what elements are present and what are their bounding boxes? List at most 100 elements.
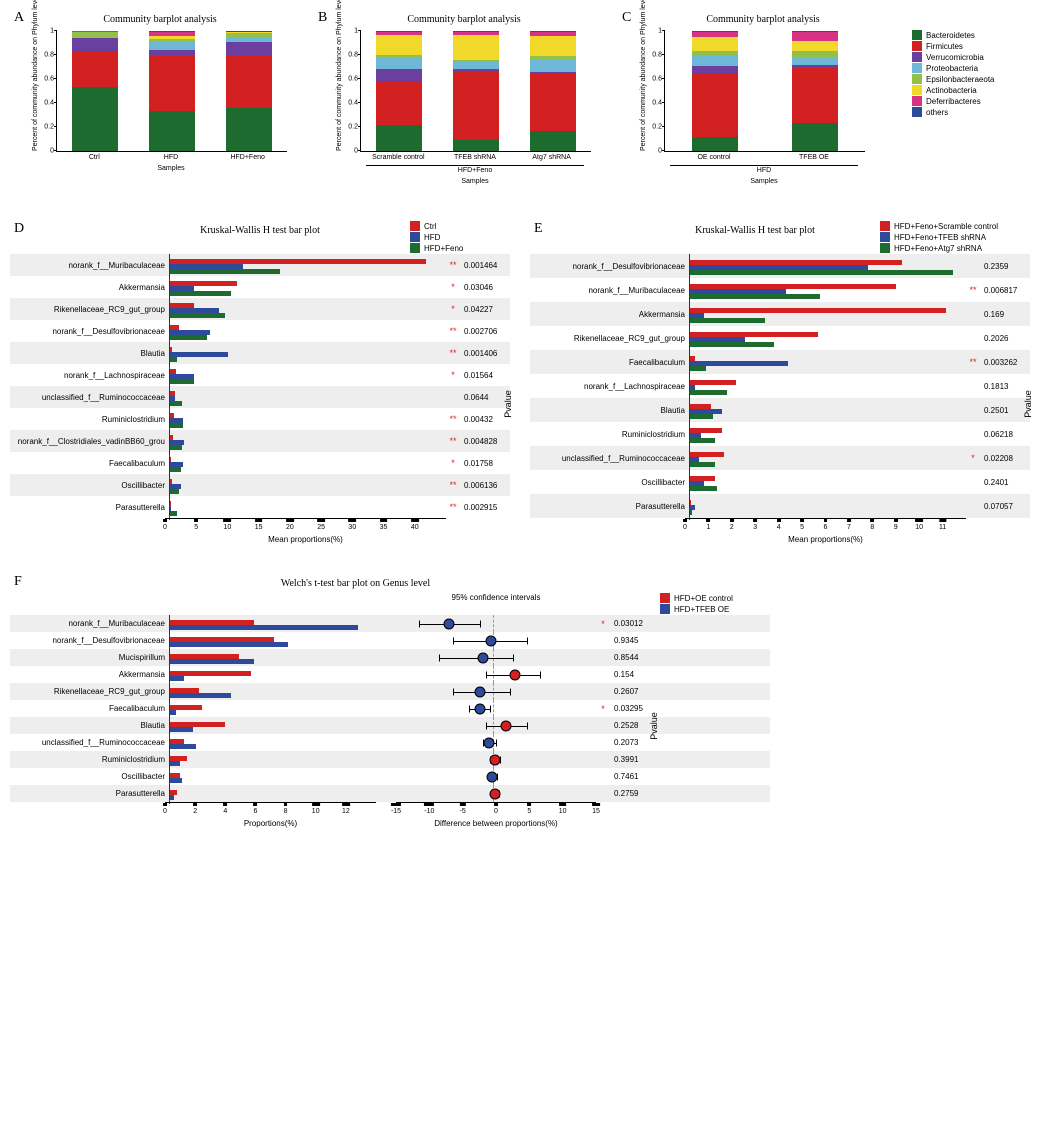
taxon-name: Akkermansia	[10, 276, 169, 298]
hbar-bar	[170, 313, 225, 318]
x-tick: -15	[391, 803, 401, 815]
hbar-bar	[690, 510, 692, 515]
legend-label: Bacteroidetes	[926, 31, 975, 40]
ci-mean-dot	[501, 720, 512, 731]
x-tick: 6	[824, 519, 828, 531]
phylum-legend-item: Proteobacteria	[912, 63, 995, 73]
spacer	[372, 734, 392, 751]
hbar-cell	[689, 254, 964, 280]
group-legend-item: HFD+Feno+Atg7 shRNA	[880, 243, 1030, 253]
x-tick: 12	[342, 803, 350, 815]
ci-cell	[392, 768, 594, 785]
p-value: 0.07057	[982, 494, 1030, 518]
significance-mark	[964, 494, 982, 518]
panel-B-title: Community barplot analysis	[314, 14, 614, 25]
significance-mark	[964, 470, 982, 494]
stacked-segment	[72, 51, 118, 87]
y-tick: 1	[354, 28, 361, 35]
hbar-row: norank_f__Clostridiales_vadinBB60_grou**…	[10, 430, 510, 452]
panel-F-legend: HFD+OE controlHFD+TFEB OE	[660, 593, 770, 615]
panel-F-xlabel-ci: Difference between proportions(%)	[396, 819, 596, 828]
panel-A: A Community barplot analysis Percent of …	[10, 10, 310, 195]
hbar-cell	[689, 398, 964, 424]
phylum-legend-item: Epsilonbacteraeota	[912, 74, 995, 84]
significance-mark: **	[964, 278, 982, 302]
p-value: 0.9345	[612, 632, 660, 649]
significance-mark: **	[444, 408, 462, 430]
hbar-bar	[170, 423, 183, 428]
hbar-bar	[170, 291, 231, 296]
hbar-bar	[690, 462, 715, 467]
phylum-legend-item: others	[912, 107, 995, 117]
hbar-bar	[170, 269, 280, 274]
taxon-name: Oscillibacter	[10, 474, 169, 496]
p-value: 0.7461	[612, 768, 660, 785]
taxon-name: norank_f__Lachnospiraceae	[10, 364, 169, 386]
y-tick-mark	[54, 54, 57, 55]
x-tick: 10	[915, 519, 923, 531]
hbar-cell	[169, 342, 444, 366]
group-underline	[366, 165, 584, 166]
stacked-bar	[226, 31, 272, 151]
hbar-row: norank_f__Desulfovibrionaceae0.9345	[10, 632, 770, 649]
y-tick: 0.4	[348, 100, 361, 107]
stacked-segment	[692, 137, 738, 151]
legend-label: others	[926, 108, 948, 117]
taxon-name: Oscillibacter	[530, 470, 689, 494]
taxon-name: norank_f__Muribaculaceae	[10, 254, 169, 276]
ci-mean-dot	[483, 737, 494, 748]
stacked-chart-B: Percent of community abundance on Phylum…	[314, 25, 614, 195]
x-tick: 0	[163, 803, 167, 815]
stacked-plot: 00.20.40.60.81	[664, 31, 865, 152]
taxon-name: Akkermansia	[10, 666, 169, 683]
hbar-cell	[169, 474, 444, 498]
significance-mark	[594, 734, 612, 751]
ci-error-cap	[439, 654, 440, 661]
y-tick: 0.6	[348, 76, 361, 83]
y-tick-mark	[662, 150, 665, 151]
stacked-segment	[72, 87, 118, 151]
group-sublabel: HFD+Feno	[360, 167, 590, 174]
panel-D-xlabel: Mean proportions(%)	[165, 535, 446, 544]
legend-label: Epsilonbacteraeota	[926, 75, 995, 84]
ci-error-cap	[496, 739, 497, 746]
y-tick-mark	[358, 102, 361, 103]
y-tick: 0.6	[652, 76, 665, 83]
ci-mean-dot	[474, 686, 485, 697]
legend-swatch	[912, 41, 922, 51]
group-legend-item: HFD+Feno+TFEB shRNA	[880, 232, 1030, 242]
hbar-cell	[689, 278, 964, 304]
panel-E-rows: norank_f__Desulfovibrionaceae0.2359noran…	[530, 254, 1030, 518]
taxon-name: Ruminiclostridium	[10, 751, 169, 768]
significance-mark: **	[444, 474, 462, 496]
legend-label: HFD	[424, 233, 440, 242]
p-value: 0.01564	[462, 364, 510, 386]
p-value: 0.02208	[982, 446, 1030, 470]
p-value: 0.2401	[982, 470, 1030, 494]
hbar-row: Rikenellaceae_RC9_gut_group*0.04227	[10, 298, 510, 320]
ci-mean-dot	[490, 754, 501, 765]
p-value: 0.2026	[982, 326, 1030, 350]
hbar-cell	[689, 494, 964, 520]
stacked-bar	[530, 31, 576, 151]
hbar-row: Oscillibacter0.7461	[10, 768, 770, 785]
hbar-bar	[170, 710, 176, 715]
group-legend-item: HFD+Feno+Scramble control	[880, 221, 1030, 231]
stacked-segment	[453, 71, 499, 141]
hbar-bar	[170, 467, 181, 472]
spacer	[372, 700, 392, 717]
stacked-segment	[226, 108, 272, 151]
p-value: 0.002706	[462, 320, 510, 342]
x-tick: 9	[894, 519, 898, 531]
legend-swatch	[660, 593, 670, 603]
p-value: 0.001406	[462, 342, 510, 364]
y-tick-mark	[358, 78, 361, 79]
significance-mark: **	[444, 496, 462, 518]
taxon-name: Blautia	[10, 717, 169, 734]
spacer	[372, 615, 392, 632]
x-tick: 5	[800, 519, 804, 531]
legend-label: HFD+Feno+TFEB shRNA	[894, 233, 986, 242]
panel-A-label: A	[14, 10, 24, 26]
ci-error-cap	[486, 671, 487, 678]
taxon-name: Faecalibaculum	[10, 700, 169, 717]
